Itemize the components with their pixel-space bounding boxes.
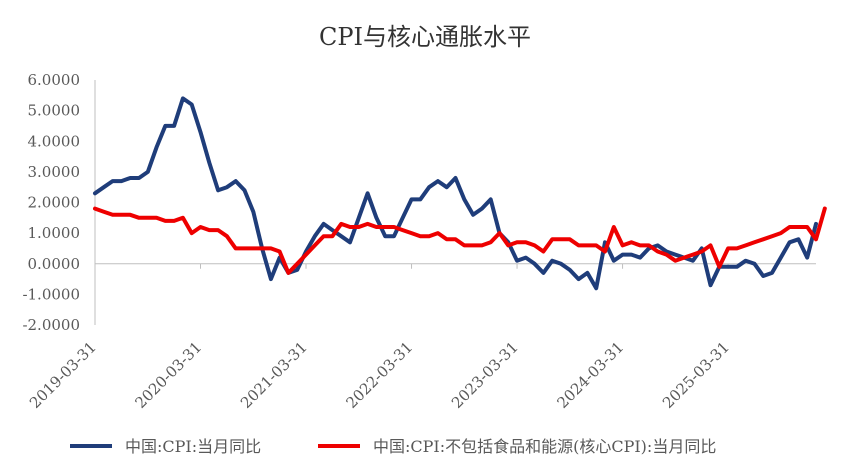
legend: 中国:CPI:当月同比 中国:CPI:不包括食品和能源(核心CPI):当月同比 [70,437,716,456]
y-tick-label: 3.0000 [28,163,81,181]
y-tick-label: 4.0000 [28,132,81,150]
x-tick-label: 2019-03-31 [26,338,100,412]
series-lines [93,96,827,291]
x-tick-label: 2023-03-31 [448,338,522,412]
y-tick-label: -1.0000 [22,285,80,303]
legend-label-core-cpi: 中国:CPI:不包括食品和能源(核心CPI):当月同比 [373,437,716,456]
x-tick-label: 2021-03-31 [237,338,311,412]
x-tick-label: 2025-03-31 [659,338,733,412]
x-tick-label: 2022-03-31 [342,338,416,412]
y-tick-label: 1.0000 [28,224,81,242]
series-line-cpi [93,96,818,291]
y-tick-labels: 6.0000 5.0000 4.0000 3.0000 2.0000 1.0000 0.00… [22,71,80,334]
y-tick-label: 6.0000 [28,71,81,89]
x-tick-labels: 2019-03-31 2020-03-31 2021-03-31 2022-03-31… [26,338,733,412]
x-tick-label: 2020-03-31 [131,338,205,412]
series-line-core-cpi [93,206,827,275]
y-tick-label: -2.0000 [22,316,80,334]
y-tick-label: 5.0000 [28,102,81,120]
y-tick-label: 2.0000 [28,194,81,212]
chart-title: CPI与核心通胀水平 [319,23,531,51]
legend-label-cpi: 中国:CPI:当月同比 [125,437,261,456]
x-tick-label: 2024-03-31 [554,338,628,412]
y-tick-label: 0.0000 [28,255,81,273]
